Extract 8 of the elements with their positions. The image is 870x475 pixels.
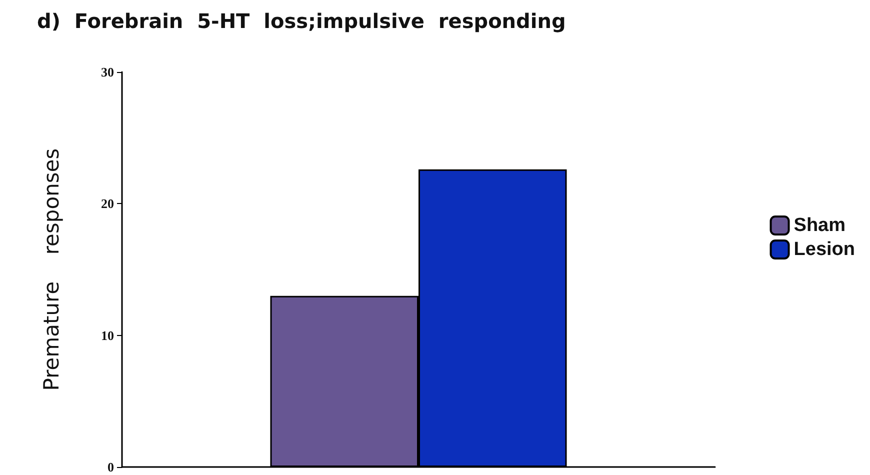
y-axis-title: Premature responses <box>40 148 64 391</box>
y-tick-label: 10 <box>101 328 114 343</box>
y-tick-label: 20 <box>101 196 114 212</box>
legend-label: Lesion <box>794 239 856 260</box>
chart-title: d) Forebrain 5-HT loss;impulsive responding <box>37 9 566 33</box>
y-tick-label: 0 <box>108 460 114 474</box>
y-tick-label: 30 <box>101 64 114 80</box>
legend-label: Sham <box>794 215 846 236</box>
